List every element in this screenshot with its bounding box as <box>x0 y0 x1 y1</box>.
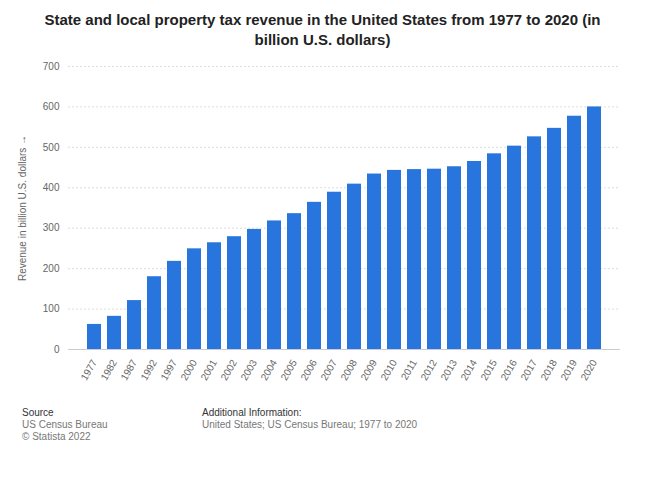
svg-text:1987: 1987 <box>118 357 139 382</box>
svg-text:1992: 1992 <box>138 357 159 382</box>
svg-text:2019: 2019 <box>558 357 579 382</box>
svg-text:2006: 2006 <box>298 357 319 382</box>
svg-text:2015: 2015 <box>478 357 499 382</box>
svg-text:2004: 2004 <box>258 357 279 382</box>
svg-text:1997: 1997 <box>158 357 179 382</box>
svg-text:2007: 2007 <box>318 357 339 382</box>
svg-text:2005: 2005 <box>278 357 299 382</box>
svg-text:2016: 2016 <box>498 357 519 382</box>
svg-text:700: 700 <box>43 61 60 72</box>
svg-text:2011: 2011 <box>399 357 419 382</box>
html-text:Source: Source <box>22 407 54 418</box>
svg-text:2010: 2010 <box>378 357 399 382</box>
svg-text:1977: 1977 <box>78 357 99 382</box>
svg-text:1982: 1982 <box>98 357 119 382</box>
svg-text:2009: 2009 <box>358 357 379 382</box>
svg-text:2003: 2003 <box>238 357 259 382</box>
svg-text:2017: 2017 <box>518 357 539 382</box>
svg-text:2020: 2020 <box>578 357 599 382</box>
html-text:Additional Information:: Additional Information: <box>202 407 302 418</box>
svg-text:2012: 2012 <box>418 357 439 382</box>
svg-text:300: 300 <box>43 222 60 233</box>
html-text:© Statista 2022: © Statista 2022 <box>22 431 91 442</box>
svg-text:2002: 2002 <box>218 357 239 382</box>
svg-text:600: 600 <box>43 101 60 112</box>
svg-text:2008: 2008 <box>338 357 359 382</box>
html-text:United States; US Census Burea: United States; US Census Bureau; 1977 to… <box>202 419 418 430</box>
html-text:State and local property tax r: State and local property tax revenue in … <box>44 11 601 48</box>
svg-text:Revenue in billion U.S. dollar: Revenue in billion U.S. dollars → <box>17 135 28 281</box>
svg-text:100: 100 <box>43 303 60 314</box>
svg-text:2013: 2013 <box>438 357 459 382</box>
html-text:US Census Bureau: US Census Bureau <box>22 419 108 430</box>
svg-text:2001: 2001 <box>198 357 219 382</box>
svg-text:2018: 2018 <box>538 357 559 382</box>
svg-text:500: 500 <box>43 142 60 153</box>
svg-text:2000: 2000 <box>178 357 199 382</box>
svg-text:2014: 2014 <box>458 357 479 382</box>
svg-text:0: 0 <box>54 344 60 355</box>
svg-text:200: 200 <box>43 263 60 274</box>
svg-text:400: 400 <box>43 182 60 193</box>
